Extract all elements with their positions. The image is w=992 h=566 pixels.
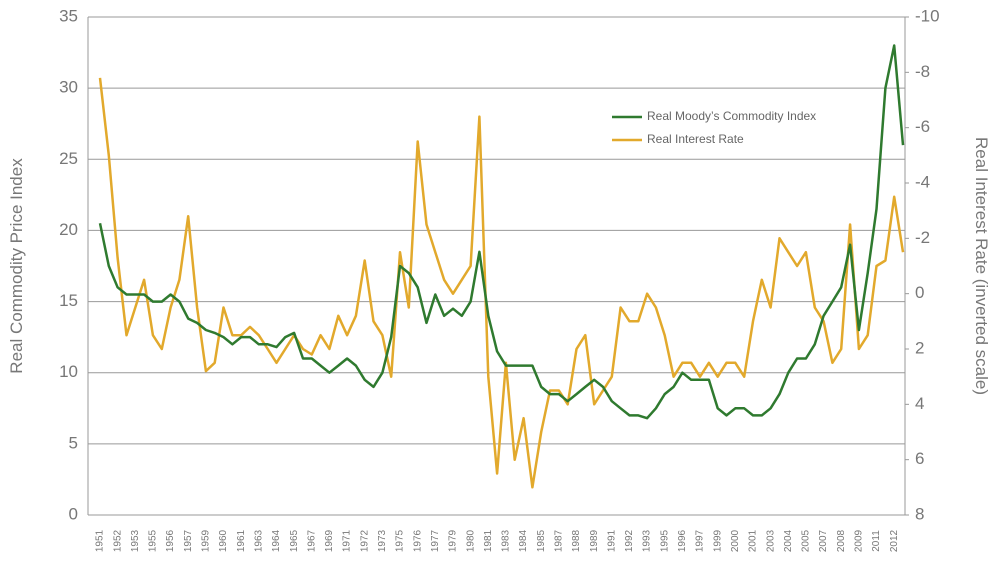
x-tick-label: 2000: [730, 529, 741, 552]
x-tick-label: 1969: [324, 529, 335, 552]
x-tick-label: 1992: [624, 529, 635, 552]
x-tick-label: 2003: [765, 529, 776, 552]
y2-tick-label: -4: [915, 172, 930, 191]
x-tick-label: 1984: [518, 529, 529, 552]
x-tick-label: 1967: [306, 529, 317, 552]
x-tick-label: 1983: [501, 529, 512, 552]
x-tick-label: 1961: [236, 529, 247, 552]
x-tick-label: 2008: [836, 529, 847, 552]
y2-tick-label: 6: [915, 449, 924, 468]
legend-label: Real Interest Rate: [647, 132, 744, 146]
series-line: [98, 44, 905, 420]
x-tick-label: 1993: [642, 529, 653, 552]
y-tick-label: 5: [69, 433, 78, 452]
y2-tick-label: -10: [915, 6, 940, 25]
x-tick-label: 1960: [218, 529, 229, 552]
y2-tick-label: 2: [915, 338, 924, 357]
x-tick-label: 1995: [659, 529, 670, 552]
x-tick-label: 1980: [465, 529, 476, 552]
x-tick-label: 1972: [359, 529, 370, 552]
x-tick-label: 2012: [889, 529, 900, 552]
x-tick-label: 1963: [253, 529, 264, 552]
x-tick-label: 2007: [818, 529, 829, 552]
x-tick-label: 2005: [801, 529, 812, 552]
x-tick-label: 1991: [606, 529, 617, 552]
x-tick-label: 1976: [412, 529, 423, 552]
x-tick-label: 1989: [589, 529, 600, 552]
y-tick-label: 0: [69, 504, 78, 523]
x-tick-label: 2001: [748, 529, 759, 552]
x-tick-label: 1997: [695, 529, 706, 552]
y-tick-label: 15: [59, 291, 78, 310]
y-axis-title: Real Commodity Price Index: [7, 158, 26, 374]
x-tick-label: 1955: [148, 529, 159, 552]
x-tick-label: 1973: [377, 529, 388, 552]
y-tick-label: 10: [59, 362, 78, 381]
x-tick-label: 2009: [854, 529, 865, 552]
y-tick-label: 35: [59, 6, 78, 25]
x-tick-label: 1999: [712, 529, 723, 552]
x-tick-label: 1977: [430, 529, 441, 552]
x-tick-label: 2011: [871, 530, 882, 552]
y2-tick-label: -2: [915, 228, 930, 247]
y2-tick-label: -8: [915, 62, 930, 81]
x-tick-label: 1985: [536, 529, 547, 552]
series-line: [98, 77, 905, 489]
x-tick-label: 1988: [571, 529, 582, 552]
x-tick-label: 1952: [112, 529, 123, 552]
x-tick-label: 1979: [448, 529, 459, 552]
x-tick-label: 1996: [677, 529, 688, 552]
y2-axis-title: Real Interest Rate (inverted scale): [972, 137, 991, 395]
y-tick-label: 20: [59, 220, 78, 239]
y2-tick-label: 0: [915, 283, 924, 302]
x-tick-label: 1981: [483, 529, 494, 552]
x-tick-label: 1987: [553, 529, 564, 552]
x-tick-label: 1965: [289, 529, 300, 552]
x-tick-label: 1975: [395, 529, 406, 552]
y2-tick-label: 8: [915, 504, 924, 523]
legend-label: Real Moody’s Commodity Index: [647, 109, 816, 123]
x-tick-label: 1951: [95, 529, 106, 552]
x-tick-label: 1959: [201, 529, 212, 552]
y2-tick-label: -6: [915, 117, 930, 136]
x-tick-label: 1957: [183, 529, 194, 552]
x-tick-label: 1964: [271, 529, 282, 552]
x-tick-label: 1953: [130, 529, 141, 552]
x-tick-label: 1971: [342, 529, 353, 552]
y-tick-label: 30: [59, 78, 78, 97]
y-tick-label: 25: [59, 149, 78, 168]
y2-tick-label: 4: [915, 394, 924, 413]
x-tick-label: 1956: [165, 529, 176, 552]
x-tick-label: 2004: [783, 529, 794, 552]
